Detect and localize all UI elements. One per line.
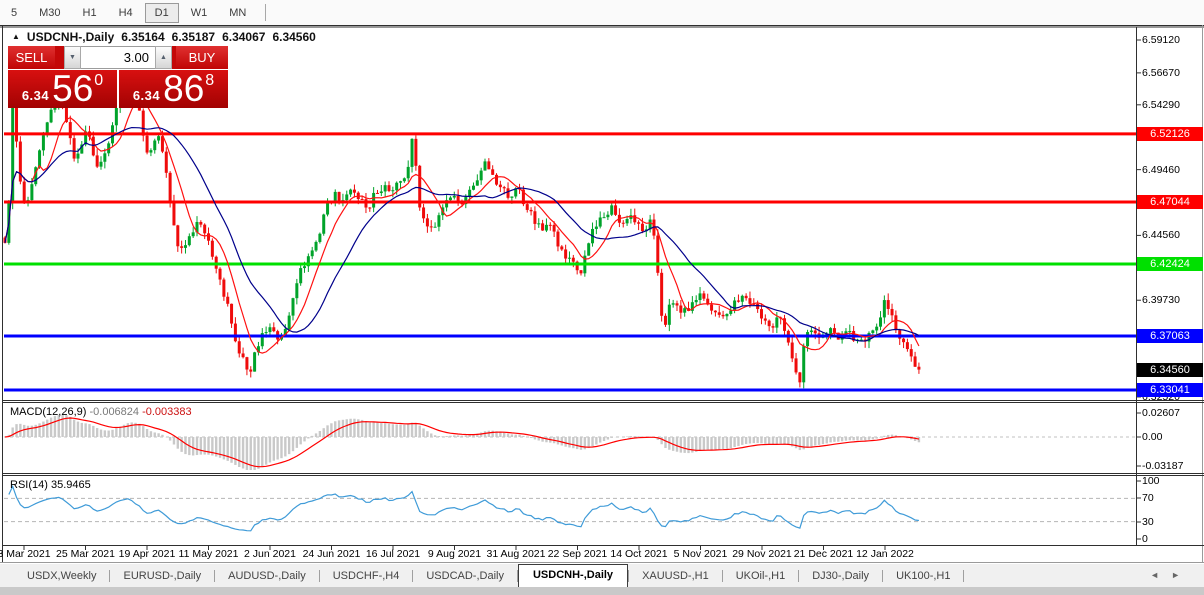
tab-separator [318,570,320,582]
tab-usdx-weekly[interactable]: USDX,Weekly [27,570,97,582]
timeframe-button-MN[interactable]: MN [229,6,247,19]
rsi-indicator-label: RSI(14) 35.9465 [10,479,91,491]
macd-axis-tick-label: 0.02607 [1142,407,1180,419]
date-axis-label: 11 May 2021 [178,548,239,560]
sell-price-big: 56 [52,68,94,109]
tab-separator [214,570,216,582]
tab-xauusd-h1[interactable]: XAUUSD-,H1 [642,570,709,582]
macd-axis-tick-label: -0.03187 [1142,460,1184,472]
tab-uk100-h1[interactable]: UK100-,H1 [896,570,951,582]
timeframe-button-H1[interactable]: H1 [82,6,97,19]
volume-input[interactable]: 3.00 [81,46,155,69]
timeframe-button-H4[interactable]: H4 [118,6,133,19]
tab-scroll-arrows: ◄ ► [1150,570,1180,580]
bottom-strip [0,587,1204,595]
tab-separator [628,570,630,582]
tab-ukoil-h1[interactable]: UKOil-,H1 [735,570,786,582]
price-axis-tick-label: 6.39730 [1142,294,1180,307]
ohlc-open: 6.35164 [121,30,165,44]
rsi-axis-tick-label: 70 [1142,492,1154,504]
price-axis-tick-label: 6.54290 [1142,98,1180,111]
timeframe-toolbar: 5 M30 H1 H4 D1 W1 MN [0,0,1204,25]
buy-price-panel[interactable]: 6.34 86 8 [119,70,228,108]
rsi-value: 35.9465 [50,479,91,491]
date-axis-label: 2 Jun 2021 [244,548,296,560]
buy-price-superscript: 8 [205,72,215,89]
rsi-name: RSI(14) [10,479,48,491]
tab-scroll-left-icon[interactable]: ◄ [1150,570,1160,580]
toolbar-separator [265,4,267,21]
price-level-label: 6.47044 [1137,195,1203,210]
macd-name: MACD(12,26,9) [10,406,87,418]
rsi-axis-tick-label: 100 [1142,475,1160,487]
chart-symbol-title: USDCNH-,Daily [26,30,115,44]
chart-tab-bar: USDX,Weekly EURUSD-,Daily AUDUSD-,Daily USD… [0,564,1204,587]
macd-axis-tick-label: 0.00 [1142,431,1163,443]
tab-separator [882,570,884,582]
date-axis-label: 21 Dec 2021 [793,548,854,560]
date-axis-label: 5 Nov 2021 [673,548,728,560]
date-axis-label: 29 Nov 2021 [732,548,792,560]
price-level-label: 6.33041 [1137,382,1203,397]
timeframe-button-5[interactable]: 5 [11,6,18,19]
volume-decrease-button[interactable]: ▼ [64,46,81,69]
rsi-axis-tick-label: 0 [1142,533,1148,545]
date-axis-label: 24 Jun 2021 [302,548,361,560]
collapse-chart-icon[interactable]: ▲ [12,31,20,41]
ohlc-high: 6.35187 [171,30,216,44]
date-axis-label: 12 Jan 2022 [856,548,914,560]
tab-scroll-right-icon[interactable]: ► [1171,570,1180,580]
macd-indicator-label: MACD(12,26,9) -0.006824 -0.003383 [10,406,192,418]
rsi-axis-tick-label: 30 [1142,516,1154,528]
tab-separator [798,570,800,582]
date-axis-label: 9 Aug 2021 [427,548,482,560]
price-axis-tick-label: 6.44560 [1142,229,1180,242]
tab-audusd-daily[interactable]: AUDUSD-,Daily [228,570,306,582]
tab-separator [412,570,414,582]
timeframe-button-W1[interactable]: W1 [190,6,208,19]
date-axis-label: 19 Apr 2021 [118,548,176,560]
date-axis-label: 14 Oct 2021 [610,548,668,560]
tab-separator [109,570,111,582]
date-axis-label: 16 Jul 2021 [365,548,421,560]
price-axis-tick-label: 6.49460 [1142,163,1180,176]
sell-button[interactable]: SELL [8,46,55,70]
chart-title-row: ▲ USDCNH-,Daily 6.35164 6.35187 6.34067 … [12,30,316,44]
buy-price-big: 86 [163,68,205,109]
tab-usdchf-h4[interactable]: USDCHF-,H4 [332,570,400,582]
tab-separator [721,570,723,582]
buy-price-prefix: 6.34 [132,88,161,103]
macd-value-2: -0.003383 [142,406,192,418]
ohlc-low: 6.34067 [222,30,266,44]
tab-separator [963,570,965,582]
timeframe-button-D1[interactable]: D1 [144,2,179,23]
price-level-label: 6.52126 [1137,126,1203,141]
tab-usdcad-daily[interactable]: USDCAD-,Daily [426,570,504,582]
sell-price-panel[interactable]: 6.34 56 0 [8,70,119,108]
date-axis-label: 25 Mar 2021 [56,548,115,560]
volume-increase-button[interactable]: ▲ [155,46,172,69]
tab-separator [516,570,518,582]
date-axis-label: 31 Aug 2021 [486,548,546,560]
price-axis-tick-label: 6.59120 [1142,34,1180,46]
price-level-label: 6.42424 [1137,257,1203,272]
volume-control: ▼ 3.00 ▲ [55,46,176,70]
tab-usdcnh-daily[interactable]: USDCNH-,Daily [517,564,629,587]
current-price-label: 6.34560 [1137,362,1203,377]
date-axis-label: 22 Sep 2021 [547,548,608,560]
sell-price-superscript: 0 [94,72,104,89]
sell-price-prefix: 6.34 [21,88,50,103]
buy-button[interactable]: BUY [176,46,228,70]
ohlc-close: 6.34560 [272,30,316,44]
price-level-label: 6.37063 [1137,329,1203,343]
price-axis-tick-label: 6.56670 [1142,66,1180,79]
macd-value-1: -0.006824 [89,406,140,418]
tab-dj30-daily[interactable]: DJ30-,Daily [812,570,870,582]
one-click-trading-widget: SELL ▼ 3.00 ▲ BUY 6.34 56 0 6.34 86 8 [8,46,228,108]
tab-eurusd-daily[interactable]: EURUSD-,Daily [123,570,202,582]
timeframe-button-M30[interactable]: M30 [39,6,61,19]
date-axis-label: 3 Mar 2021 [0,548,51,560]
